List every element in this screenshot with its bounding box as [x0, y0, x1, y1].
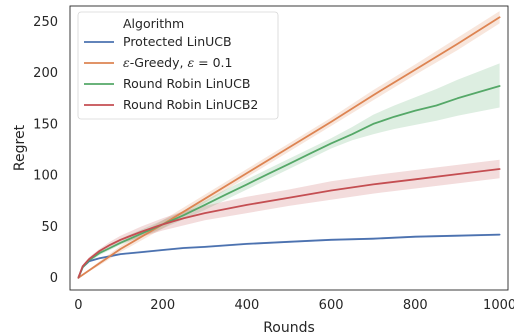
y-tick-label: 100 [33, 169, 58, 184]
series-band-3 [78, 159, 500, 278]
legend-label-1: ε-Greedy, ε = 0.1 [123, 55, 232, 70]
x-tick-label: 800 [403, 298, 428, 313]
series-line-0 [77, 233, 501, 279]
series-line-2 [77, 85, 501, 279]
series-line-3 [77, 168, 501, 279]
legend: Algorithm Protected LinUCB ε-Greedy, ε = … [77, 11, 279, 120]
x-tick-label: 0 [74, 298, 82, 313]
legend-label-2: Round Robin LinUCB [123, 76, 250, 91]
y-axis-label: Regret [12, 124, 28, 171]
legend-frame [77, 11, 279, 120]
y-tick-label: 150 [33, 117, 58, 132]
y-tick-label: 200 [33, 66, 58, 81]
x-tick-label: 600 [319, 298, 344, 313]
series-line-1 [77, 16, 501, 279]
legend-label-0: Protected LinUCB [123, 34, 232, 49]
y-tick-label: 50 [41, 220, 58, 235]
y-tick-label: 250 [33, 15, 58, 30]
legend-title: Algorithm [123, 16, 184, 31]
x-axis-label: Rounds [263, 320, 315, 336]
x-ticks: 0 200 400 600 800 1000 [74, 298, 514, 313]
x-tick-label: 200 [150, 298, 175, 313]
y-ticks: 0 50 100 150 200 250 [33, 15, 58, 286]
x-tick-label: 400 [234, 298, 259, 313]
series-lines [77, 16, 501, 279]
legend-label-3: Round Robin LinUCB2 [123, 97, 258, 112]
x-tick-label: 1000 [483, 298, 514, 313]
y-tick-label: 0 [50, 271, 58, 286]
